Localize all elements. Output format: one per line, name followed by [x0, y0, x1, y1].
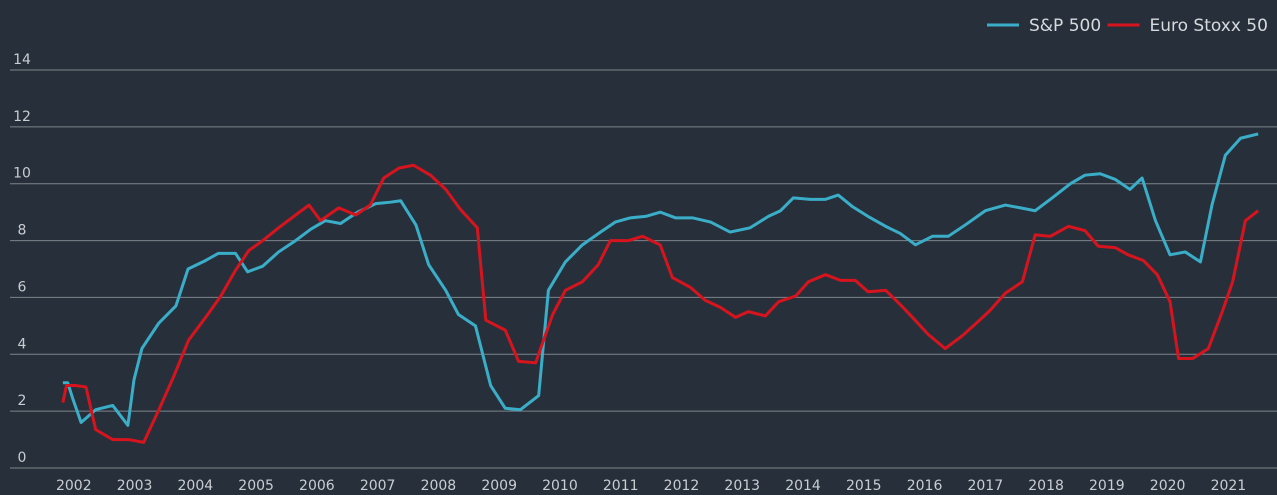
x-tick-label: 2012 [664, 478, 700, 494]
y-tick-label: 6 [18, 279, 27, 295]
x-tick-label: 2020 [1150, 478, 1186, 494]
x-tick-label: 2014 [785, 478, 821, 494]
y-tick-label: 14 [13, 52, 31, 68]
x-tick-label: 2021 [1211, 478, 1247, 494]
x-tick-label: 2015 [846, 478, 882, 494]
x-tick-label: 2002 [56, 478, 92, 494]
x-tick-label: 2011 [603, 478, 639, 494]
legend-label: Euro Stoxx 50 [1150, 16, 1268, 36]
series-line [62, 132, 1259, 427]
x-tick-label: 2004 [178, 478, 214, 494]
y-tick-label: 12 [13, 109, 31, 125]
y-tick-label: 8 [18, 223, 27, 239]
x-tick-label: 2017 [967, 478, 1003, 494]
y-tick-label: 4 [18, 336, 27, 352]
y-tick-label: 2 [18, 393, 27, 409]
x-tick-label: 2018 [1028, 478, 1064, 494]
x-tick-label: 2006 [299, 478, 335, 494]
series-line [61, 163, 1260, 444]
legend-label: S&P 500 [1029, 16, 1101, 36]
x-tick-label: 2005 [238, 478, 274, 494]
y-tick-label: 0 [18, 450, 27, 466]
x-tick-label: 2019 [1089, 478, 1125, 494]
x-tick-label: 2016 [907, 478, 943, 494]
x-tick-label: 2010 [542, 478, 578, 494]
x-tick-label: 2008 [421, 478, 457, 494]
x-tick-label: 2009 [481, 478, 517, 494]
x-tick-label: 2007 [360, 478, 396, 494]
y-tick-label: 10 [13, 166, 31, 182]
x-tick-label: 2003 [117, 478, 153, 494]
x-tick-label: 2013 [724, 478, 760, 494]
